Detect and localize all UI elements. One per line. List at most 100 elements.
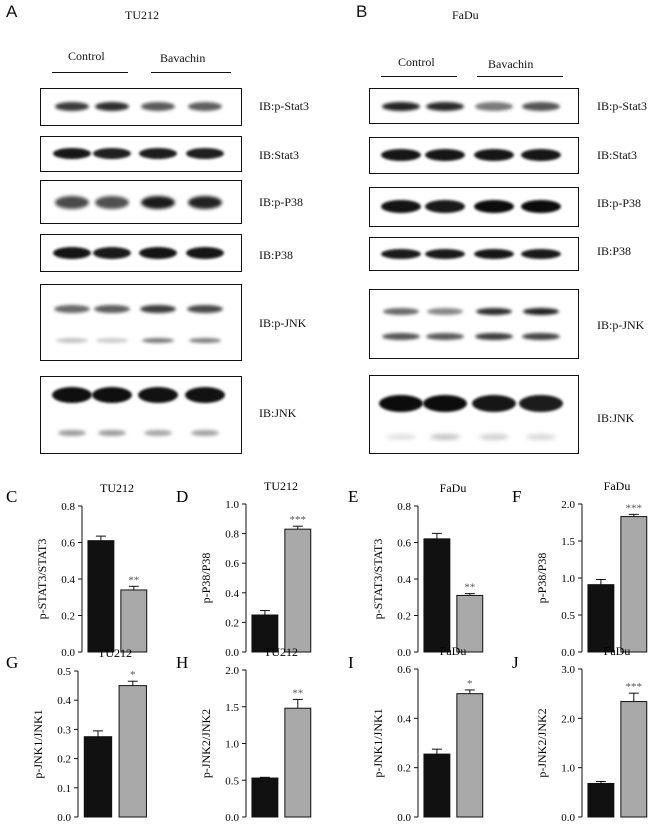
y-tick-label-d-4: 0.8 bbox=[225, 529, 239, 541]
chart-g: G TU212 0.0 0.1 0.2 0.3 0.4 0.5 p-JNK1/JNK1 * bbox=[6, 646, 147, 824]
significance-j: *** bbox=[626, 681, 643, 693]
band-a-p-jnk-1-lane-2 bbox=[94, 305, 130, 313]
panel-letter-j: J bbox=[512, 653, 519, 672]
y-tick-label-j-1: 1.0 bbox=[561, 763, 575, 775]
y-tick-label-c-0: 0.0 bbox=[61, 647, 75, 659]
band-a-p-p38-lane-1 bbox=[55, 195, 89, 209]
ib-label-a-p-p38: IB:p-P38 bbox=[259, 195, 304, 209]
significance-g: * bbox=[130, 669, 136, 681]
chart-f: F FaDu 0.0 0.5 1.0 1.5 2.0 p-P38/P38 *** bbox=[512, 479, 648, 659]
band-b-p-p38-lane-2 bbox=[425, 199, 465, 213]
group-line-control-b bbox=[381, 76, 457, 77]
y-tick-label-c-4: 0.8 bbox=[61, 501, 75, 513]
band-a-p-jnk-1-lane-3 bbox=[140, 305, 176, 313]
panel-letter-d: D bbox=[176, 487, 188, 506]
bar-c-control bbox=[87, 540, 115, 653]
bar-f-control bbox=[587, 584, 615, 653]
band-a-stat3-lane-3 bbox=[139, 147, 177, 159]
y-tick-label-f-1: 0.5 bbox=[561, 610, 575, 622]
chart-i: I FaDu 0.0 0.2 0.4 0.6 p-JNK1/JNK1 * bbox=[348, 644, 484, 824]
band-a-p-jnk-2-lane-3 bbox=[142, 337, 174, 343]
band-b-p-jnk-1-lane-2 bbox=[427, 307, 463, 315]
band-a-p-jnk-2-lane-4 bbox=[189, 337, 221, 343]
y-axis-label-j: p-JNK2/JNK2 bbox=[535, 708, 549, 777]
band-b-p-jnk-1-lane-4 bbox=[523, 307, 559, 315]
y-tick-label-f-2: 1.0 bbox=[561, 573, 575, 585]
band-a-p-p38-lane-4 bbox=[188, 195, 222, 209]
blot-title-tu212: TU212 bbox=[125, 8, 159, 22]
panel-letter-i: I bbox=[348, 653, 354, 672]
y-tick-label-d-1: 0.2 bbox=[225, 617, 239, 629]
y-tick-label-c-2: 0.4 bbox=[61, 574, 75, 586]
significance-f: *** bbox=[626, 502, 643, 514]
y-tick-label-g-3: 0.3 bbox=[57, 724, 71, 736]
chart-title-j: FaDu bbox=[604, 644, 631, 658]
bar-c-bavachin bbox=[120, 589, 148, 653]
significance-h: ** bbox=[292, 687, 303, 699]
band-b-p-stat3-lane-1 bbox=[382, 101, 420, 111]
band-b-jnk-2-lane-2 bbox=[430, 434, 460, 440]
y-tick-label-d-5: 1.0 bbox=[225, 499, 239, 511]
band-b-stat3-lane-1 bbox=[381, 149, 421, 161]
band-a-p38-lane-3 bbox=[139, 247, 177, 259]
y-axis-label-c: p-STAT3/STAT3 bbox=[35, 539, 49, 620]
blot-box-a-p-jnk bbox=[40, 284, 242, 361]
ib-label-b-p-p38: IB:p-P38 bbox=[597, 196, 642, 210]
y-tick-label-c-3: 0.6 bbox=[61, 538, 75, 550]
y-tick-label-c-1: 0.2 bbox=[61, 611, 75, 623]
panel-letter-c: C bbox=[6, 487, 17, 506]
band-b-p-stat3-lane-3 bbox=[475, 101, 513, 111]
y-axis-label-g: p-JNK1/JNK1 bbox=[31, 709, 45, 778]
chart-title-i: FaDu bbox=[440, 644, 467, 658]
bar-e-control bbox=[423, 538, 451, 653]
panel-letter-e: E bbox=[348, 487, 358, 506]
band-a-p-stat3-lane-4 bbox=[188, 101, 222, 111]
y-tick-label-f-3: 1.5 bbox=[561, 536, 575, 548]
bar-j-bavachin bbox=[620, 701, 648, 818]
band-b-jnk-2-lane-3 bbox=[479, 434, 509, 440]
band-a-p38-lane-1 bbox=[53, 247, 91, 259]
y-tick-label-g-5: 0.5 bbox=[57, 666, 71, 678]
y-tick-label-h-0: 0.0 bbox=[225, 812, 239, 824]
bar-h-control bbox=[251, 777, 279, 818]
y-axis-label-f: p-P38/P38 bbox=[535, 553, 549, 604]
band-b-jnk-1-lane-2 bbox=[423, 394, 467, 412]
band-a-stat3-lane-1 bbox=[53, 147, 91, 159]
y-tick-label-h-2: 1.0 bbox=[225, 739, 239, 751]
chart-title-h: TU212 bbox=[264, 645, 298, 659]
ib-label-a-stat3: IB:Stat3 bbox=[259, 148, 300, 162]
chart-title-c: TU212 bbox=[100, 481, 134, 495]
group-label-bavachin-b: Bavachin bbox=[488, 57, 534, 71]
y-axis-label-i: p-JNK1/JNK1 bbox=[371, 708, 385, 777]
band-b-p38-lane-4 bbox=[521, 249, 561, 259]
band-a-p-jnk-2-lane-2 bbox=[96, 337, 128, 343]
band-b-stat3-lane-3 bbox=[474, 149, 514, 161]
band-a-p-p38-lane-2 bbox=[95, 195, 129, 209]
y-tick-label-e-3: 0.6 bbox=[397, 538, 411, 550]
y-tick-label-g-1: 0.1 bbox=[57, 783, 71, 795]
ib-label-b-stat3: IB:Stat3 bbox=[597, 148, 638, 162]
group-label-bavachin-a: Bavachin bbox=[160, 51, 206, 65]
band-a-p38-lane-4 bbox=[186, 247, 224, 259]
band-b-p-jnk-1-lane-3 bbox=[476, 307, 512, 315]
y-tick-label-f-4: 2.0 bbox=[561, 499, 575, 511]
y-axis-label-e: p-STAT3/STAT3 bbox=[371, 539, 385, 620]
chart-title-d: TU212 bbox=[264, 479, 298, 493]
y-tick-label-f-0: 0.0 bbox=[561, 647, 575, 659]
band-b-jnk-1-lane-4 bbox=[519, 394, 563, 412]
band-b-p38-lane-3 bbox=[474, 249, 514, 259]
band-b-stat3-lane-4 bbox=[521, 149, 561, 161]
band-b-p38-lane-2 bbox=[425, 249, 465, 259]
bar-j-control bbox=[587, 782, 615, 818]
y-tick-label-h-3: 1.5 bbox=[225, 702, 239, 714]
band-b-jnk-2-lane-4 bbox=[526, 434, 556, 440]
band-a-jnk-1-lane-1 bbox=[52, 387, 92, 403]
y-tick-label-i-0: 0.0 bbox=[397, 812, 411, 824]
chart-e: E FaDu 0.0 0.2 0.4 0.6 0.8 p-STAT3/STAT3 ** bbox=[348, 481, 484, 659]
y-tick-label-h-1: 0.5 bbox=[225, 775, 239, 787]
ib-label-a-jnk: IB:JNK bbox=[259, 406, 297, 420]
group-line-bavachin-a bbox=[151, 72, 231, 73]
chart-title-f: FaDu bbox=[604, 479, 631, 493]
y-tick-label-d-0: 0.0 bbox=[225, 647, 239, 659]
